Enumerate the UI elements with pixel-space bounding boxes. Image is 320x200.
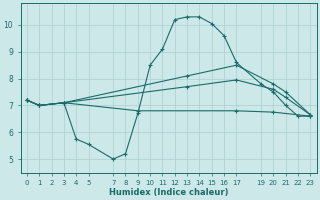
X-axis label: Humidex (Indice chaleur): Humidex (Indice chaleur)	[109, 188, 228, 197]
